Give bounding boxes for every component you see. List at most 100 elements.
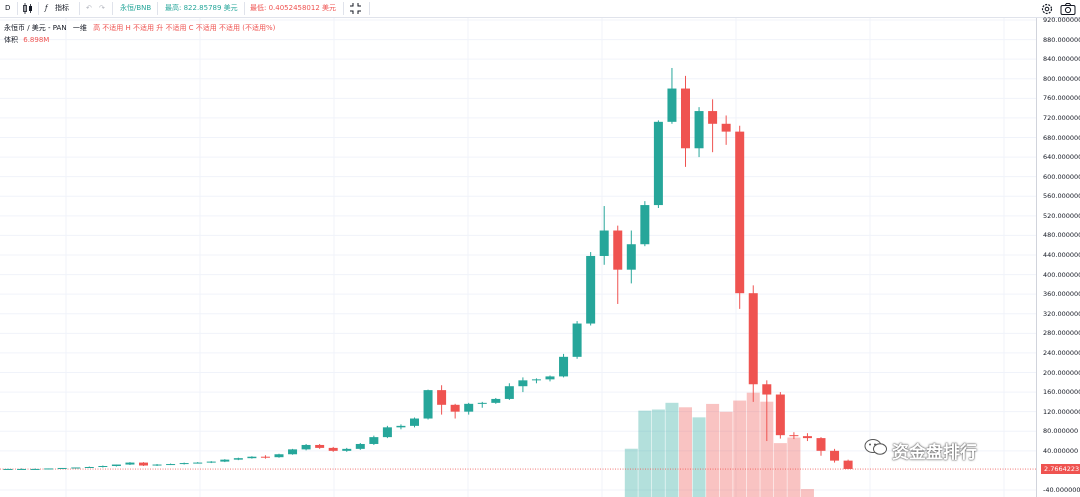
price-axis-label: 920.000000 [1043,16,1080,24]
price-axis-label: 160.000000 [1043,388,1080,397]
undo-icon[interactable]: ↶ [86,4,92,12]
price-axis-label: 280.000000 [1043,329,1080,338]
watermark-text: 资金盘排行 [892,443,977,463]
candle-body [789,435,799,437]
price-axis-label: 680.000000 [1043,133,1080,142]
interval-label: 一维 [72,24,87,32]
candle-body [559,356,569,377]
candle-body [71,467,81,469]
candle-body [504,386,514,399]
toolbar-divider [17,2,18,15]
candle-body [44,468,54,470]
price-axis-label: 640.000000 [1043,153,1080,162]
candle-body [139,462,148,466]
candle-body [328,447,338,451]
volume-bar [800,489,814,497]
wechat-logo-icon [864,439,887,455]
candle-body [84,466,94,468]
chart-legend: 永恒币 / 美元 - PAN 一维 高 不适用 H 不适用 升 不适用 C 不适… [4,22,275,46]
candle-body [166,464,176,466]
price-axis-label: 720.000000 [1043,113,1080,122]
volume-bar [706,403,720,497]
toolbar-divider [112,2,113,15]
ohlc-values: 高 不适用 H 不适用 升 不适用 C 不适用 不适用 (不适用%) [93,24,276,32]
candlestick-style-icon[interactable] [23,3,33,14]
fullscreen-icon[interactable] [350,3,361,14]
price-axis-label: 120.000000 [1043,407,1080,416]
toolbar-divider [157,2,158,15]
candle-body [518,380,528,387]
gear-icon[interactable] [1040,2,1054,16]
toolbar-divider [38,2,39,15]
candle-body [748,293,758,385]
price-axis[interactable]: 920.000000 880.000000 840.000000 800.000000… [1036,16,1080,497]
price-axis-label: -40.000000 [1043,486,1080,494]
price-axis-label: 760.000000 [1043,94,1080,103]
candle-body [599,230,609,256]
price-axis-label: 400.000000 [1043,270,1080,279]
high-price-label: 最高: 822.85789 美元 [165,4,238,12]
candle-body [111,464,121,467]
volume-bar [760,401,774,497]
camera-icon[interactable] [1060,2,1076,16]
toolbar-divider [369,2,370,15]
top-toolbar: D ƒ 指标 ↶ ↷ 永恒/BNB 最高: 822.85789 美元 最低: 0… [0,0,1080,18]
candle-body [694,111,704,149]
volume-bar [733,400,747,497]
volume-value: 6.898M [23,36,50,44]
candle-body [843,460,853,469]
price-chart[interactable] [0,18,1036,497]
candle-body [423,390,433,419]
candle-body [545,376,555,380]
candle-body [342,448,352,451]
candle-body [830,450,840,461]
volume-bar [665,402,679,497]
candle-body [57,467,67,469]
candle-body [437,390,447,405]
candle-body [626,244,636,270]
candle-body [531,379,541,381]
price-axis-label: 840.000000 [1043,55,1080,64]
toolbar-divider [244,2,245,15]
candle-body [653,121,663,206]
price-axis-label: 200.000000 [1043,368,1080,377]
indicators-button[interactable]: 指标 [55,4,69,12]
volume-bar [679,407,692,497]
candle-body [721,123,731,132]
candle-body [179,463,189,465]
price-axis-label: 440.000000 [1043,251,1080,259]
price-axis-label: 480.000000 [1043,231,1080,240]
price-axis-label: 880.000000 [1043,35,1080,44]
toolbar-divider [343,2,344,15]
candle-body [572,323,582,357]
low-price-label: 最低: 0.4052458012 美元 [250,4,337,12]
candle-body [667,88,677,122]
volume-bar [692,417,706,497]
candle-body [491,398,501,403]
candle-body [802,436,812,439]
volume-bar [624,448,638,497]
candle-body [220,459,230,462]
candle-body [613,230,623,270]
candle-body [301,444,311,450]
candle-body [396,425,406,428]
redo-icon[interactable]: ↷ [99,4,105,12]
indicators-icon[interactable]: ƒ [45,4,48,12]
candle-body [640,205,650,245]
volume-bar [787,437,801,497]
candle-body [477,402,487,404]
volume-bar [638,410,652,497]
candle-body [464,403,474,412]
price-axis-label: 360.000000 [1043,290,1080,299]
volume-bar [746,392,760,497]
candle-body [260,456,270,458]
candle-body [206,461,216,463]
candle-body [98,466,108,468]
candle-body [274,454,284,458]
volume-bar [719,411,733,497]
interval-selector[interactable]: D [5,4,11,12]
candle-body [369,437,379,444]
candle-body [247,456,257,459]
symbol-compare-label[interactable]: 永恒/BNB [120,4,152,12]
price-axis-label: 560.000000 [1043,192,1080,201]
